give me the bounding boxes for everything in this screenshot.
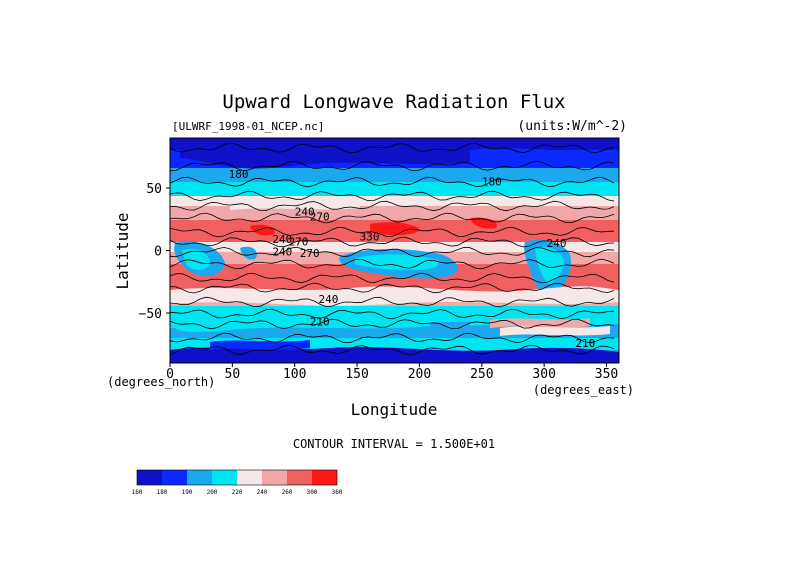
contour-line <box>170 318 615 330</box>
contour-line <box>170 344 615 356</box>
contour-value-label: 240 <box>295 206 315 219</box>
contour-value-label: 180 <box>482 176 502 189</box>
field-feature <box>355 254 439 270</box>
field-band <box>170 138 619 150</box>
field-feature <box>170 286 619 306</box>
source-label: [ULWRF_1998-01_NCEP.nc] <box>172 120 324 133</box>
x-tick-label: 300 <box>532 367 555 382</box>
colorbar-swatch <box>187 470 212 485</box>
contour-line <box>170 212 615 224</box>
x-tick-label: 250 <box>470 367 493 382</box>
contour-line <box>170 272 615 284</box>
contour-line <box>170 246 615 258</box>
colorbar-swatch <box>262 470 287 485</box>
y-units-label: (degrees_north) <box>107 375 215 389</box>
field-feature <box>500 326 610 336</box>
colorbar-swatch <box>162 470 187 485</box>
colorbar-level-label: 200 <box>207 489 218 496</box>
contour-line <box>170 282 615 294</box>
field-feature <box>535 246 564 284</box>
colorbar: 160 180 190 200 220 240 260 300 360 <box>132 469 343 496</box>
colorbar-swatch <box>212 470 237 485</box>
y-tick-label: 50 <box>146 182 162 197</box>
field-band <box>170 242 619 252</box>
contour-line <box>170 200 615 212</box>
contour-line <box>170 190 615 202</box>
contour-line <box>170 226 615 238</box>
colorbar-swatch <box>237 470 262 485</box>
colorbar-swatch <box>287 470 312 485</box>
contour-line <box>170 332 615 344</box>
colorbar-frame <box>136 469 338 486</box>
y-axis-label: Latitude <box>113 212 132 289</box>
contour-interval-note: CONTOUR INTERVAL = 1.500E+01 <box>293 437 495 451</box>
colorbar-level-label: 180 <box>157 489 168 496</box>
x-tick-label: 350 <box>595 367 618 382</box>
contour-line <box>170 160 615 172</box>
units-label: (units:W/m^-2) <box>517 119 627 134</box>
field-band <box>170 206 619 220</box>
x-tick-label: 100 <box>283 367 306 382</box>
contour-value-label: 270 <box>310 211 330 224</box>
contour-line <box>170 296 615 308</box>
field-feature <box>490 318 590 328</box>
field-feature <box>470 148 610 166</box>
colorbar-level-label: 160 <box>132 489 143 496</box>
x-tick-label: 0 <box>166 367 174 382</box>
field-feature <box>182 248 210 270</box>
contour-line <box>170 176 615 188</box>
colorbar-swatch <box>312 470 337 485</box>
contour-value-label: 240 <box>272 233 292 246</box>
x-tick-label: 50 <box>225 367 241 382</box>
field-feature <box>370 222 420 236</box>
colorbar-level-label: 220 <box>232 489 243 496</box>
contour-line <box>170 258 615 270</box>
x-axis-label: Longitude <box>351 400 438 419</box>
contour-value-label: 270 <box>289 236 309 249</box>
field-band <box>170 196 619 206</box>
contour-value-label: 240 <box>318 293 338 306</box>
colorbar-level-label: 190 <box>182 489 193 496</box>
colorbar-level-label: 240 <box>257 489 268 496</box>
x-tick-label: 200 <box>408 367 431 382</box>
y-tick-label: 0 <box>154 245 162 260</box>
colorbar-level-label: 300 <box>307 489 318 496</box>
x-tick-label: 150 <box>345 367 368 382</box>
colorbar-level-label: 360 <box>332 489 343 496</box>
contour-value-label: 240 <box>272 246 292 259</box>
field-feature <box>170 312 430 332</box>
field-feature <box>210 340 310 350</box>
contour-value-label: 330 <box>360 231 380 244</box>
contour-line <box>170 308 615 320</box>
contour-value-label: 210 <box>575 337 595 350</box>
contour-line <box>170 236 615 248</box>
contour-line <box>170 142 615 154</box>
contour-value-label: 180 <box>229 168 249 181</box>
field-feature <box>240 246 257 260</box>
colorbar-level-label: 260 <box>282 489 293 496</box>
field-band <box>170 168 619 182</box>
chart-title: Upward Longwave Radiation Flux <box>222 91 565 113</box>
field-feature <box>230 197 360 210</box>
contour-value-label: 210 <box>310 316 330 329</box>
field-band <box>170 182 619 196</box>
y-tick-label: −50 <box>139 307 162 322</box>
x-units-label: (degrees_east) <box>533 383 634 397</box>
colorbar-swatch <box>137 470 162 485</box>
contour-value-label: 270 <box>300 247 320 260</box>
contour-value-label: 240 <box>547 237 567 250</box>
plot-area <box>170 138 619 363</box>
